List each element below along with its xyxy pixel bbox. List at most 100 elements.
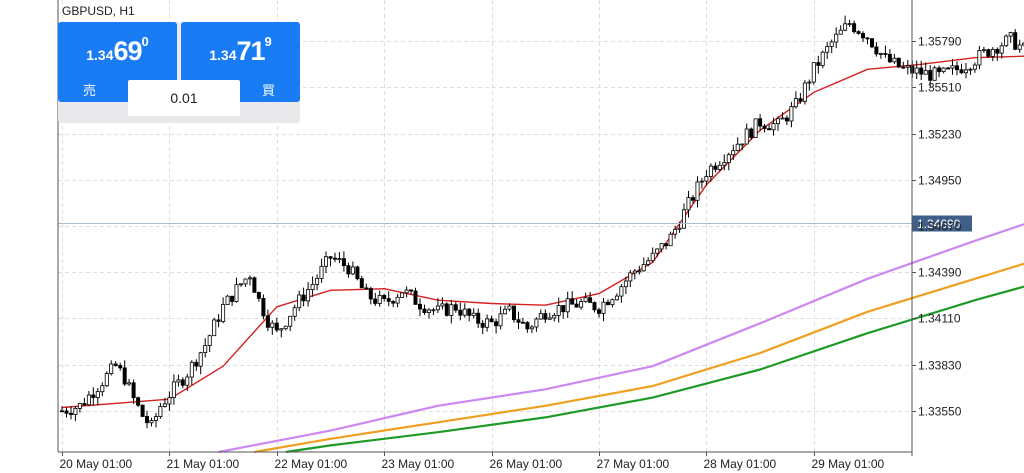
current-price-tag — [912, 215, 972, 232]
candle-body — [417, 303, 422, 310]
candle-body — [914, 67, 919, 74]
candle-body — [905, 65, 910, 68]
candle-body — [937, 67, 942, 73]
candle-body — [167, 397, 172, 405]
candle-body — [946, 67, 951, 70]
candle-body — [426, 309, 431, 313]
candle-body — [677, 227, 682, 230]
candle-body — [807, 81, 812, 84]
candle-body — [82, 403, 87, 406]
candle-body — [762, 125, 767, 129]
candle-body — [686, 197, 691, 211]
candle-body — [171, 381, 176, 398]
candle-body — [386, 298, 391, 302]
candle-body — [512, 305, 517, 321]
candle-body — [878, 53, 883, 55]
candle-body — [771, 123, 776, 131]
candle-body — [637, 270, 642, 273]
current-price-line: 1.34690 — [58, 215, 972, 232]
candle-body — [892, 57, 897, 63]
candle-body — [793, 98, 798, 108]
candle-body — [91, 394, 96, 398]
candle-body — [507, 305, 512, 310]
candle-body — [896, 57, 901, 68]
candle-body — [449, 304, 454, 316]
candle-body — [301, 294, 306, 302]
candle-body — [704, 176, 709, 182]
x-tick-label: 21 May 01:00 — [167, 457, 240, 471]
candle-body — [69, 412, 74, 415]
candle-body — [552, 314, 557, 319]
candle-body — [203, 344, 208, 353]
candle-body — [816, 62, 821, 66]
candle-body — [1017, 44, 1022, 50]
candle-body — [856, 31, 861, 34]
candle-body — [404, 289, 409, 294]
candle-body — [646, 260, 651, 265]
current-price-label: 1.34690 — [917, 217, 961, 231]
candle-body — [543, 313, 548, 320]
candle-body — [950, 65, 955, 69]
candle-body — [570, 298, 575, 305]
candle-body — [825, 46, 830, 53]
candle-body — [216, 319, 221, 322]
candle-body — [462, 308, 467, 316]
candle-body — [820, 51, 825, 66]
y-tick-label: 1.35230 — [918, 128, 962, 142]
buy-button[interactable]: 1.34719 買 — [181, 22, 300, 102]
candle-body — [592, 302, 597, 311]
x-tick-label: 22 May 01:00 — [275, 457, 348, 471]
candle-body — [941, 67, 946, 72]
sell-price: 1.34690 — [58, 34, 177, 67]
candle-body — [740, 143, 745, 146]
candle-body — [440, 303, 445, 307]
sell-price-point: 0 — [141, 34, 149, 49]
candle-body — [606, 301, 611, 306]
candle-body — [395, 296, 400, 304]
candle-body — [583, 297, 588, 303]
candle-body — [968, 68, 973, 71]
candle-body — [614, 295, 619, 301]
candle-body — [162, 403, 167, 407]
candle-body — [382, 294, 387, 299]
candle-body — [838, 29, 843, 35]
candle-body — [735, 143, 740, 151]
candle-body — [829, 41, 834, 47]
candle-body — [695, 181, 700, 201]
candle-body — [279, 328, 284, 331]
candle-body — [238, 283, 243, 286]
candle-body — [561, 305, 566, 313]
candle-body — [359, 278, 364, 289]
candle-body — [955, 65, 960, 71]
candle-body — [516, 319, 521, 323]
candle-body — [977, 50, 982, 66]
candle-body — [431, 309, 436, 312]
sell-button[interactable]: 1.34690 売 — [58, 22, 177, 102]
candle-body — [726, 154, 731, 163]
candle-body — [77, 403, 82, 409]
candle-body — [230, 295, 235, 302]
candle-body — [852, 23, 857, 33]
lot-size-input[interactable]: 0.01 — [128, 80, 240, 116]
candle-body — [520, 321, 525, 324]
candle-body — [444, 303, 449, 316]
candle-body — [986, 49, 991, 57]
moving-average-line — [285, 285, 1024, 454]
candle-body — [597, 309, 602, 314]
candle-body — [713, 165, 718, 170]
y-tick-label: 1.34670 — [918, 220, 962, 234]
candle-body — [225, 295, 230, 305]
buy-price: 1.34719 — [181, 34, 300, 67]
candle-body — [292, 307, 297, 317]
y-tick-label: 1.34390 — [918, 266, 962, 280]
candle-body — [319, 265, 324, 279]
candle-body — [489, 318, 494, 323]
candle-body — [127, 382, 132, 385]
candle-body — [60, 410, 65, 413]
candle-body — [699, 180, 704, 183]
candle-body — [668, 233, 673, 247]
sell-label: 売 — [83, 83, 97, 98]
candle-body — [221, 304, 226, 322]
candle-body — [144, 415, 149, 424]
